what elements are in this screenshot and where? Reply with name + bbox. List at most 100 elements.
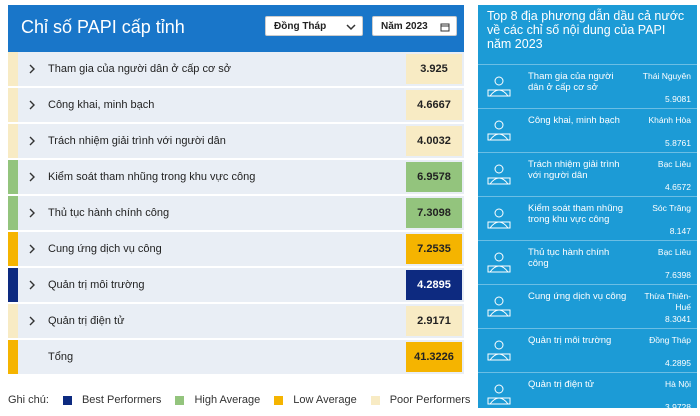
item-label: Công khai, minh bạch	[528, 115, 620, 126]
item-province: Đồng Tháp	[649, 335, 691, 345]
sidebar-item[interactable]: Quản trị điện tử Hà Nội 3.9728	[478, 372, 697, 416]
year: Năm 2023	[381, 21, 428, 32]
item-value: 4.2895	[665, 358, 691, 368]
row-value: 4.6667	[406, 90, 462, 120]
row-value: 4.2895	[406, 270, 462, 300]
sidebar: Top 8 địa phương dẫn dầu cả nước về các …	[478, 5, 697, 412]
calendar-icon	[440, 23, 450, 32]
sidebar-title: Top 8 địa phương dẫn dầu cả nước về các …	[487, 9, 685, 51]
item-province: Hà Nội	[665, 379, 691, 389]
table-row[interactable]: Quản trị môi trường 4.2895	[8, 268, 464, 302]
row-value: 4.0032	[406, 126, 462, 156]
table-row[interactable]: Công khai, minh bạch 4.6667	[8, 88, 464, 122]
row-stripe	[8, 304, 18, 338]
expand-chevron	[29, 64, 35, 74]
province: Đồng Tháp	[274, 21, 327, 32]
legend-title: Ghi chú:	[8, 394, 49, 406]
item-icon	[487, 296, 511, 317]
item-icon	[487, 252, 511, 273]
expand-chevron	[29, 100, 35, 110]
row-label: Cung ứng dịch vụ công	[48, 243, 162, 255]
item-value: 5.8761	[665, 138, 691, 148]
legend-item: Low Average	[274, 394, 357, 406]
row-value: 7.3098	[406, 198, 462, 228]
item-label: Tham gia của người dân ở cấp cơ sở	[528, 71, 614, 93]
row-stripe	[8, 196, 18, 230]
item-label: Trách nhiệm giải trình với người dân	[528, 159, 620, 181]
row-value: 2.9171	[406, 306, 462, 336]
row-stripe	[8, 160, 18, 194]
legend-label: High Average	[194, 394, 261, 406]
item-province: Thừa Thiên-Huế	[644, 291, 691, 312]
row-stripe	[8, 340, 18, 374]
table-row[interactable]: Tổng 41.3226	[8, 340, 464, 374]
item-icon	[487, 384, 511, 405]
year-select[interactable]: Năm 2023	[372, 16, 457, 36]
legend-label: Low Average	[293, 394, 357, 406]
expand-chevron	[29, 244, 35, 254]
legend-swatch	[175, 395, 185, 405]
row-label: Tổng	[48, 351, 74, 363]
sidebar-item[interactable]: Công khai, minh bạch Khánh Hòa 5.8761	[478, 108, 697, 152]
row-value: 3.925	[406, 54, 462, 84]
item-province: Sóc Trăng	[652, 203, 691, 213]
expand-chevron	[29, 280, 35, 290]
sidebar-item[interactable]: Kiểm soát tham nhũng trong khu vực công S…	[478, 196, 697, 240]
province-select[interactable]: Đồng Tháp	[265, 16, 363, 36]
legend-label: Best Performers	[81, 394, 162, 406]
rows: Tham gia của người dân ở cấp cơ sở 3.925 C…	[8, 52, 464, 376]
row-stripe	[8, 268, 18, 302]
row-label: Trách nhiệm giải trình với người dân	[48, 135, 226, 147]
row-value: 41.3226	[406, 342, 462, 372]
legend-item: High Average	[175, 394, 260, 406]
item-icon	[487, 340, 511, 361]
item-value: 5.9081	[665, 94, 691, 104]
item-value: 3.9728	[665, 402, 691, 412]
row-stripe	[8, 52, 18, 86]
item-province: Bạc Liêu	[657, 247, 691, 257]
sidebar-item[interactable]: Thủ tục hành chính công Bạc Liêu 7.6398	[478, 240, 697, 284]
row-value: 7.2535	[406, 234, 462, 264]
expand-chevron	[29, 136, 35, 146]
row-label: Thủ tục hành chính công	[48, 207, 170, 219]
sidebar-items: Tham gia của người dân ở cấp cơ sở Thái N…	[478, 64, 697, 416]
item-value: 7.6398	[665, 270, 691, 280]
table-row[interactable]: Quản trị điện tử 2.9171	[8, 304, 464, 338]
table-row[interactable]: Tham gia của người dân ở cấp cơ sở 3.925	[8, 52, 464, 86]
header: Chỉ số PAPI cấp tỉnh Đồng Tháp Năm 2023	[8, 5, 464, 52]
row-label: Quản trị điện tử	[48, 315, 125, 327]
score-panel: Chỉ số PAPI cấp tỉnh Đồng Tháp Năm 2023 …	[8, 5, 464, 378]
sidebar-item[interactable]: Quản trị môi trường Đồng Tháp 4.2895	[478, 328, 697, 372]
row-stripe	[8, 88, 18, 122]
legend-swatch	[370, 395, 380, 405]
table-row[interactable]: Kiểm soát tham nhũng trong khu vực công 6…	[8, 160, 464, 194]
sidebar-item[interactable]: Cung ứng dịch vụ công Thừa Thiên-Huế 8.304…	[478, 284, 697, 328]
table-row[interactable]: Cung ứng dịch vụ công 7.2535	[8, 232, 464, 266]
table-row[interactable]: Trách nhiệm giải trình với người dân 4.00…	[8, 124, 464, 158]
legend-item: Poor Performers	[370, 394, 470, 406]
legend-item: Best Performers	[62, 394, 162, 406]
title: Chỉ số PAPI cấp tỉnh	[21, 17, 185, 37]
item-icon	[487, 208, 511, 229]
item-province: Khánh Hòa	[648, 115, 691, 125]
row-stripe	[8, 232, 18, 266]
item-label: Kiểm soát tham nhũng trong khu vực công	[528, 203, 624, 225]
expand-chevron	[29, 316, 35, 326]
legend-swatch	[274, 395, 284, 405]
legend: Ghi chú: Best Performers High Average Low …	[8, 392, 470, 408]
table-row[interactable]: Thủ tục hành chính công 7.3098	[8, 196, 464, 230]
chevron	[346, 24, 356, 31]
row-stripe	[8, 124, 18, 158]
sidebar-item[interactable]: Tham gia của người dân ở cấp cơ sở Thái N…	[478, 64, 697, 108]
item-value: 4.6572	[665, 182, 691, 192]
item-icon	[487, 164, 511, 185]
sidebar-item[interactable]: Trách nhiệm giải trình với người dân Bạc …	[478, 152, 697, 196]
item-label: Cung ứng dịch vụ công	[528, 291, 627, 302]
legend-swatch	[62, 395, 72, 405]
item-icon	[487, 120, 511, 141]
row-label: Tham gia của người dân ở cấp cơ sở	[48, 63, 231, 75]
item-label: Quản trị môi trường	[528, 335, 612, 346]
item-value: 8.3041	[665, 314, 691, 324]
